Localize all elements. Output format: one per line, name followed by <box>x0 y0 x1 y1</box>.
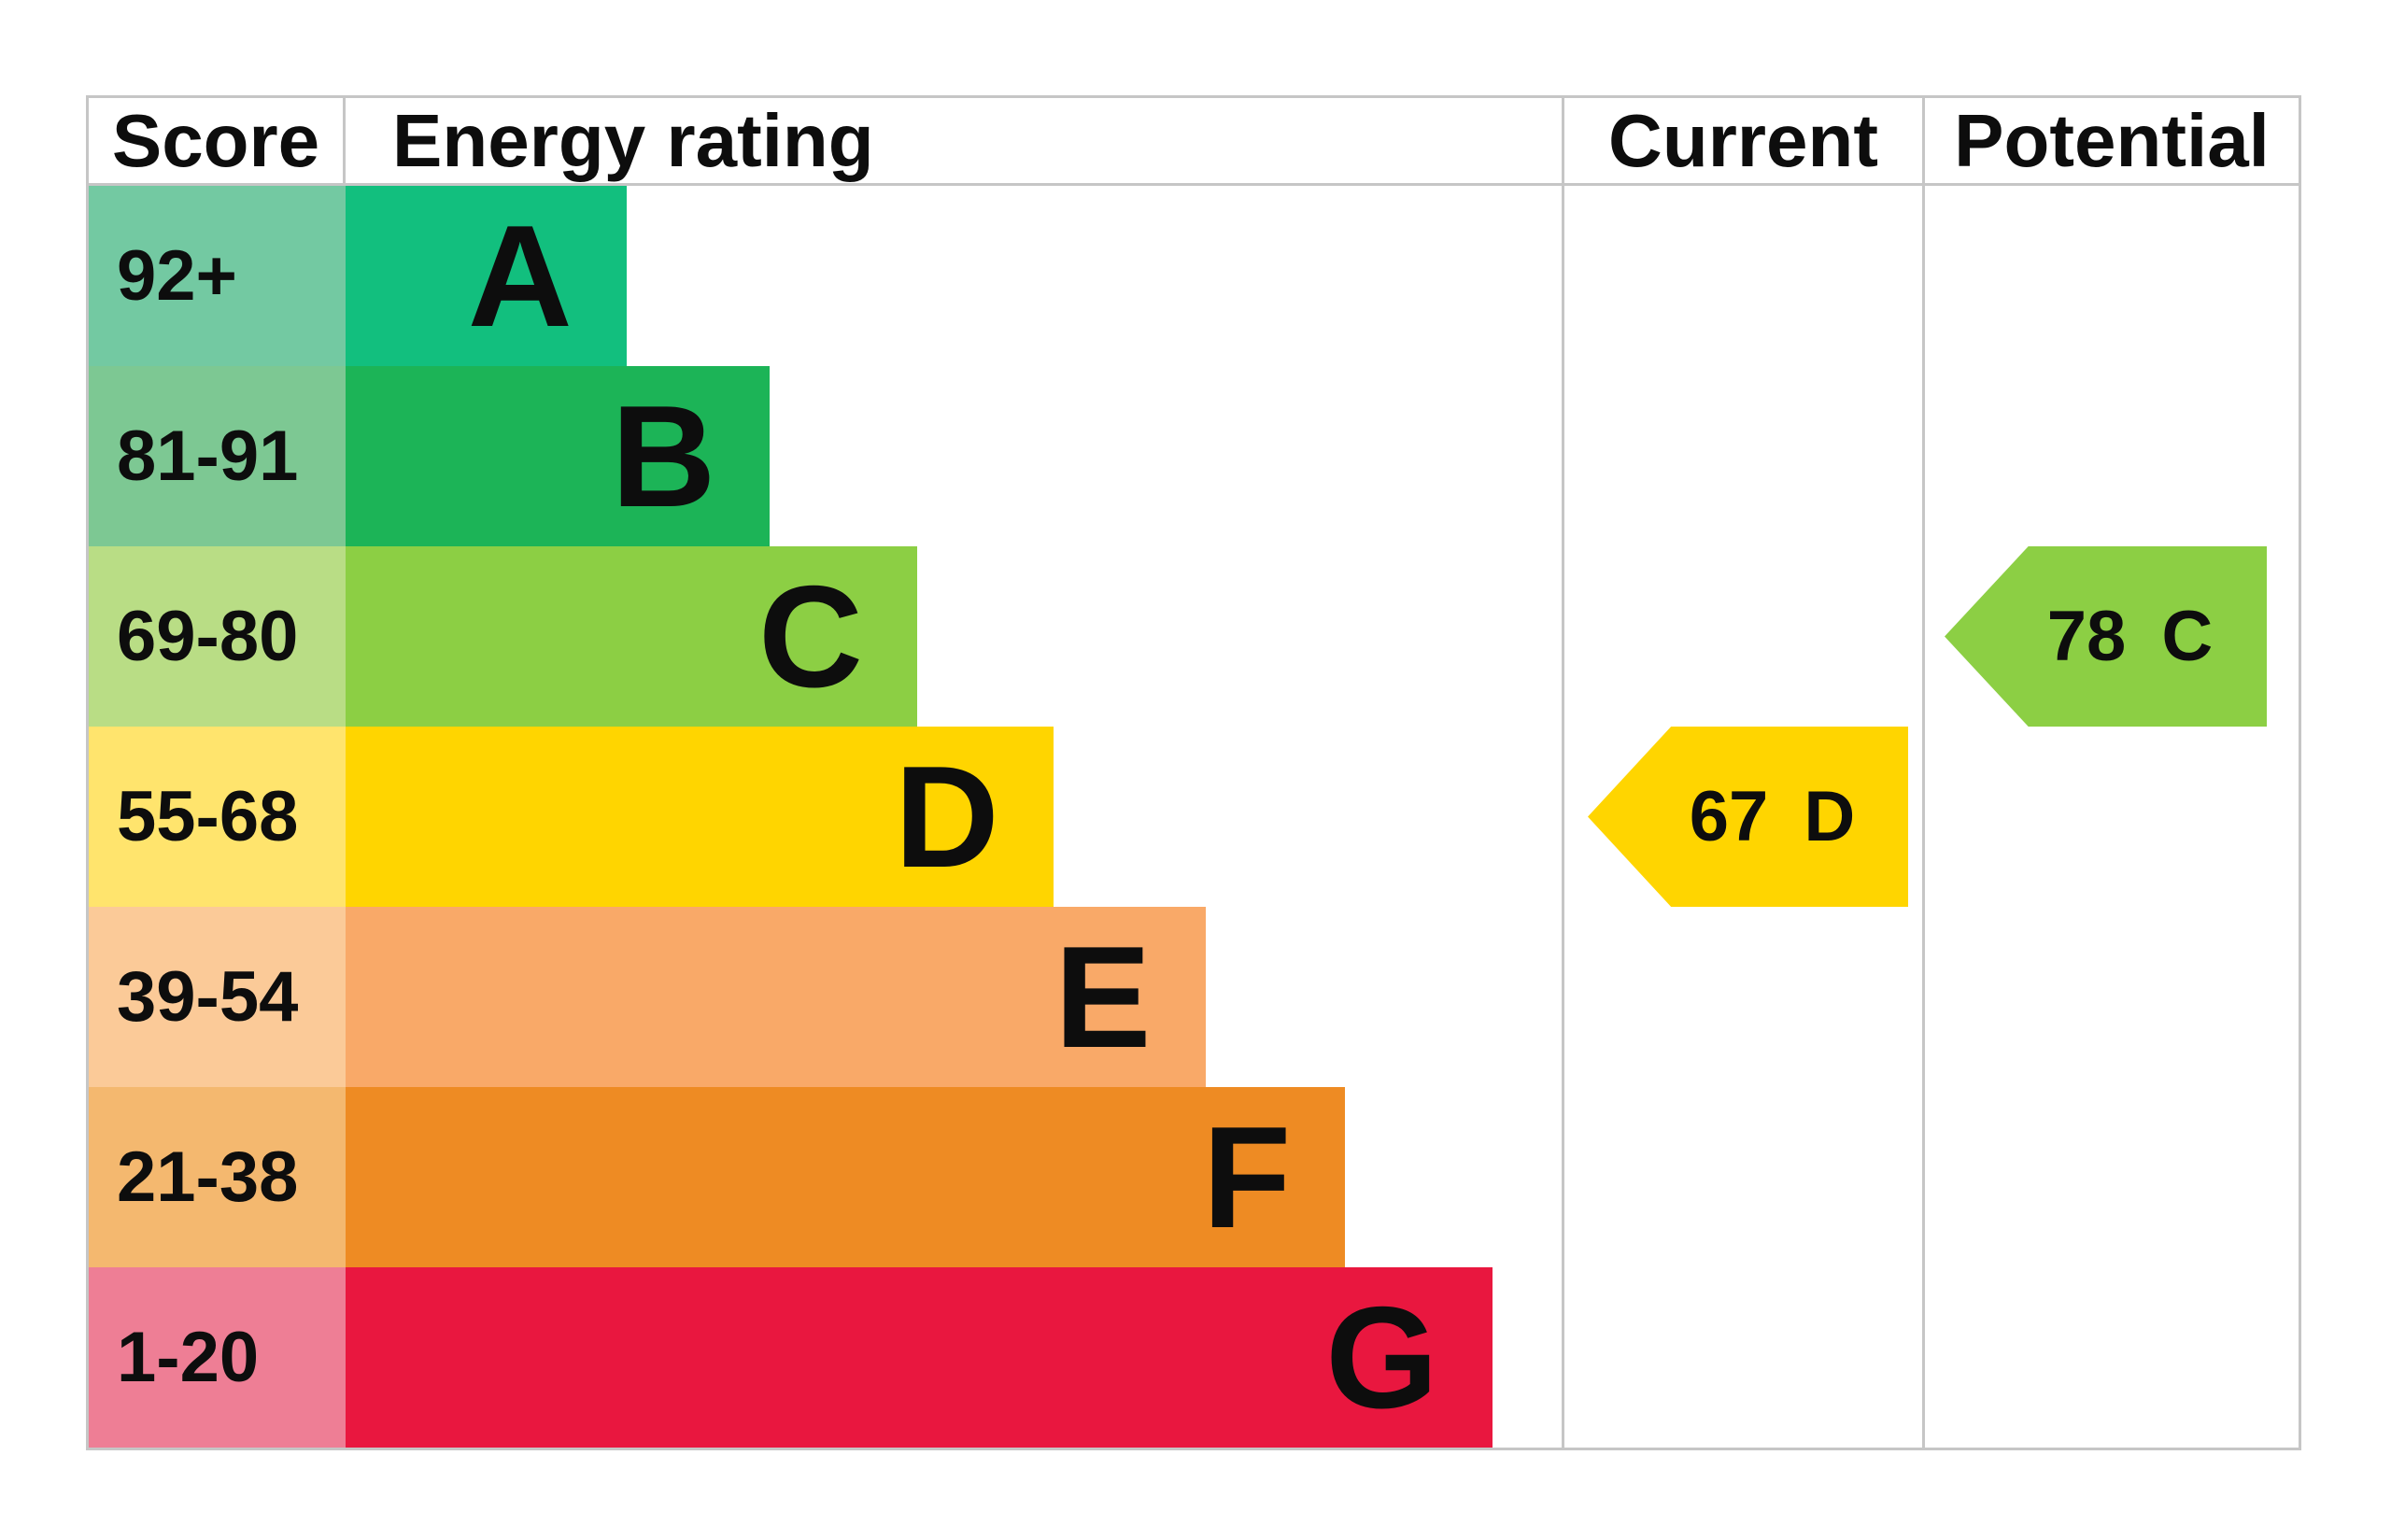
rating-bar-b: B <box>346 366 771 546</box>
table-header-row: Score Energy rating Current Potential <box>89 98 2299 186</box>
rating-bar-f: F <box>346 1087 1346 1267</box>
current-cell <box>1564 366 1925 546</box>
rating-bar-track: A <box>346 186 1564 366</box>
band-row-d: 55-68 D 67 D <box>89 727 2299 907</box>
current-cell <box>1564 1087 1925 1267</box>
potential-cell <box>1925 907 2299 1087</box>
band-row-a: 92+ A <box>89 186 2299 366</box>
rating-bar-track: F <box>346 1087 1564 1267</box>
current-rating-letter: D <box>1804 777 1856 856</box>
potential-cell <box>1925 186 2299 366</box>
band-row-c: 69-80 C 78 C <box>89 546 2299 727</box>
current-score-value: 67 <box>1689 777 1769 856</box>
score-cell: 39-54 <box>89 907 346 1087</box>
score-cell: 55-68 <box>89 727 346 907</box>
current-cell <box>1564 186 1925 366</box>
current-cell: 67 D <box>1564 727 1925 907</box>
potential-cell <box>1925 366 2299 546</box>
potential-cell: 78 C <box>1925 546 2299 727</box>
rating-bar-g: G <box>346 1267 1493 1448</box>
current-column-header: Current <box>1564 98 1925 183</box>
band-row-b: 81-91 B <box>89 366 2299 546</box>
potential-cell <box>1925 1267 2299 1448</box>
current-cell <box>1564 546 1925 727</box>
potential-cell <box>1925 727 2299 907</box>
current-rating-arrow: 67 D <box>1588 727 1908 907</box>
rating-bar-track: E <box>346 907 1564 1087</box>
potential-column-header: Potential <box>1954 98 2270 182</box>
rating-bar-track: G <box>346 1267 1564 1448</box>
rating-bar-track: B <box>346 366 1564 546</box>
score-cell: 92+ <box>89 186 346 366</box>
band-row-e: 39-54 E <box>89 907 2299 1087</box>
rating-bar-c: C <box>346 546 917 727</box>
potential-rating-letter: C <box>2161 597 2214 676</box>
rating-bar-a: A <box>346 186 627 366</box>
band-row-f: 21-38 F <box>89 1087 2299 1267</box>
energy-rating-column-header: Energy rating <box>346 98 1564 183</box>
potential-score-value: 78 <box>2046 597 2127 676</box>
rating-bar-d: D <box>346 727 1054 907</box>
score-cell: 21-38 <box>89 1087 346 1267</box>
epc-rating-table: Score Energy rating Current Potential 92… <box>86 95 2301 1450</box>
score-column-header: Score <box>89 98 346 183</box>
score-cell: 1-20 <box>89 1267 346 1448</box>
score-cell: 81-91 <box>89 366 346 546</box>
rating-bar-track: D <box>346 727 1564 907</box>
band-row-g: 1-20 G <box>89 1267 2299 1448</box>
potential-rating-arrow: 78 C <box>1945 546 2267 727</box>
potential-cell <box>1925 1087 2299 1267</box>
rating-bar-track: C <box>346 546 1564 727</box>
current-cell <box>1564 907 1925 1087</box>
current-cell <box>1564 1267 1925 1448</box>
rating-bar-e: E <box>346 907 1206 1087</box>
score-cell: 69-80 <box>89 546 346 727</box>
